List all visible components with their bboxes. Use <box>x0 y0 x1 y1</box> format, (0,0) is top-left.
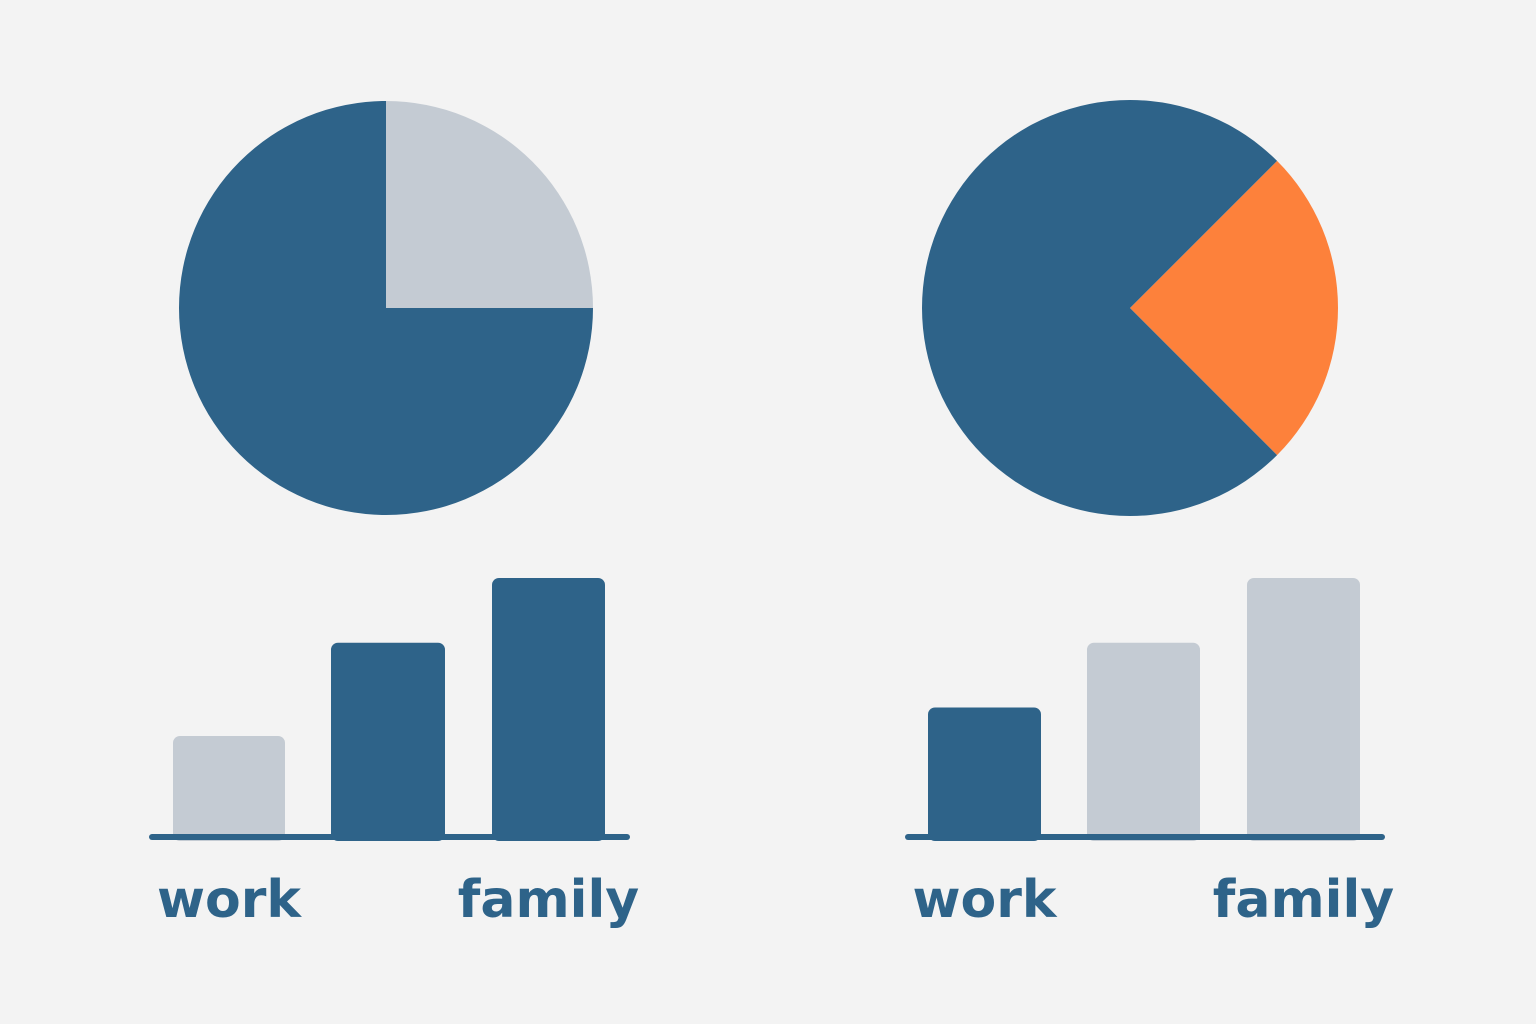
bar <box>1247 578 1360 841</box>
bar <box>928 707 1041 841</box>
bar <box>331 642 445 841</box>
x-tick-label: family <box>1213 870 1394 930</box>
pie-slice <box>179 101 593 515</box>
x-tick-label: work <box>913 870 1058 930</box>
pie-slice <box>386 101 593 308</box>
pie-slice <box>922 100 1278 516</box>
x-tick-label: work <box>157 870 302 930</box>
bar <box>492 578 605 841</box>
bar <box>173 735 285 841</box>
pie-slice <box>1130 160 1339 456</box>
bar <box>1087 642 1200 841</box>
x-tick-label: family <box>458 870 639 930</box>
